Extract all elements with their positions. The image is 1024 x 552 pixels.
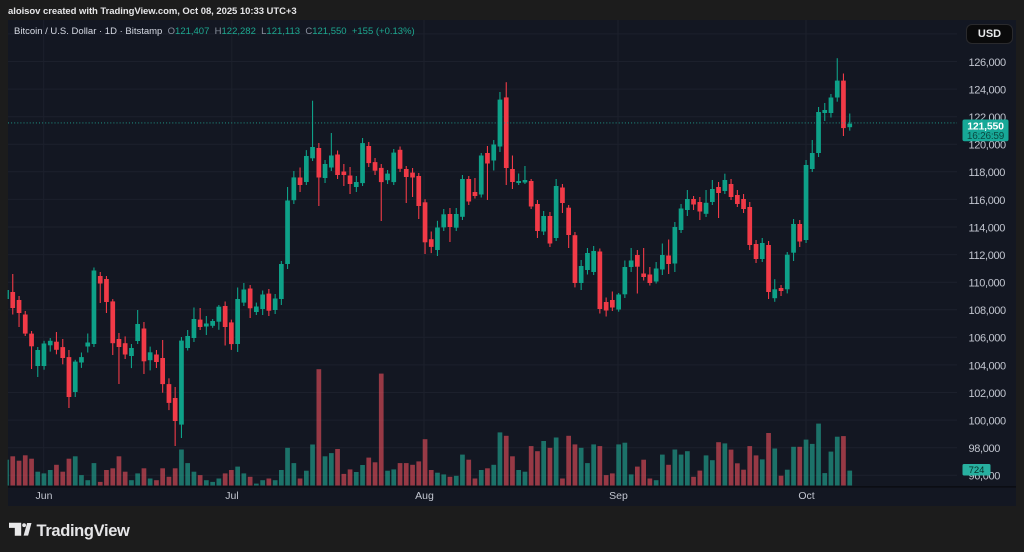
svg-text:98,000: 98,000 xyxy=(969,443,1001,455)
svg-text:Oct: Oct xyxy=(798,490,814,502)
svg-text:124,000: 124,000 xyxy=(969,85,1007,97)
svg-text:102,000: 102,000 xyxy=(969,388,1007,400)
svg-text:120,000: 120,000 xyxy=(969,140,1007,152)
svg-text:724: 724 xyxy=(969,465,985,476)
svg-text:Aug: Aug xyxy=(415,490,434,502)
svg-text:Jun: Jun xyxy=(36,490,53,502)
svg-text:100,000: 100,000 xyxy=(969,416,1007,428)
svg-text:118,000: 118,000 xyxy=(969,167,1006,179)
svg-text:114,000: 114,000 xyxy=(969,222,1006,234)
svg-text:110,000: 110,000 xyxy=(969,278,1006,290)
svg-text:Jul: Jul xyxy=(225,490,238,502)
svg-text:104,000: 104,000 xyxy=(969,360,1007,372)
svg-text:116,000: 116,000 xyxy=(969,195,1006,207)
svg-text:Sep: Sep xyxy=(609,490,628,502)
svg-text:121,550: 121,550 xyxy=(967,120,1004,132)
svg-text:106,000: 106,000 xyxy=(969,333,1007,345)
svg-text:16:26:59: 16:26:59 xyxy=(967,131,1005,142)
svg-text:112,000: 112,000 xyxy=(969,250,1006,262)
svg-text:108,000: 108,000 xyxy=(969,305,1007,317)
svg-text:126,000: 126,000 xyxy=(969,57,1007,69)
